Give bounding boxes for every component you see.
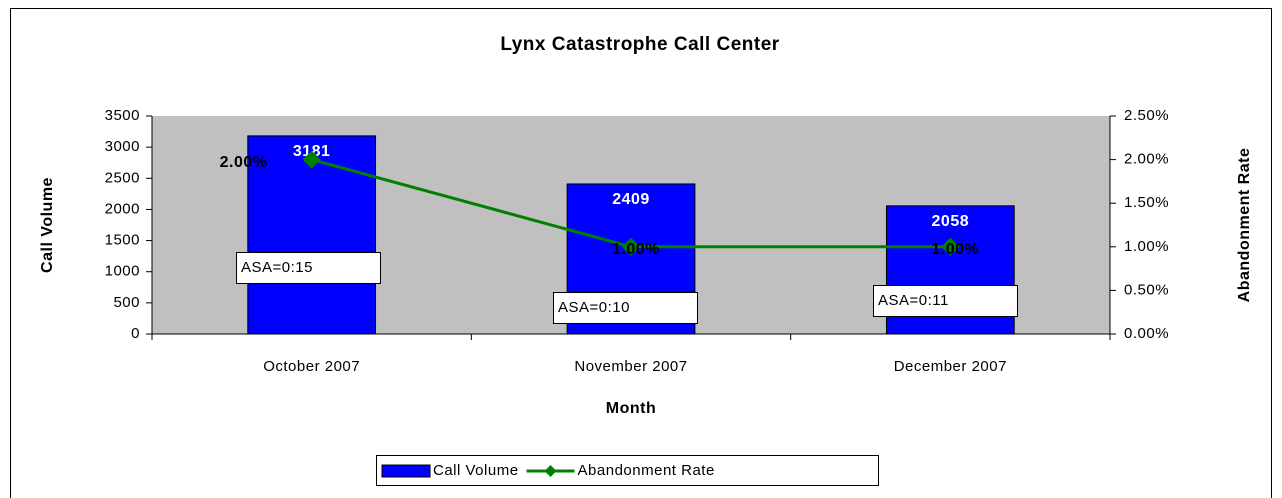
- y-tick-label: 2500: [105, 169, 140, 186]
- y2-tick-label: 0.50%: [1124, 281, 1169, 298]
- line-value-label: 1.00%: [612, 241, 660, 258]
- legend-label: Call Volume: [433, 462, 519, 479]
- x-tick-label: December 2007: [894, 358, 1007, 375]
- y-tick-label: 3000: [105, 138, 140, 155]
- annotation: ASA=0:11: [878, 292, 949, 309]
- y2-tick-label: 2.50%: [1124, 107, 1169, 124]
- line-marker: [622, 237, 640, 256]
- line-value-label: 2.00%: [220, 154, 268, 171]
- line-marker: [302, 150, 321, 169]
- y-tick-label: 500: [113, 294, 140, 311]
- legend-label: Abandonment Rate: [578, 462, 715, 479]
- line-value-label: 1.00%: [931, 241, 979, 258]
- y2-tick-label: 0.00%: [1124, 325, 1169, 342]
- bar: [247, 135, 377, 335]
- annotation: ASA=0:10: [558, 299, 630, 316]
- legend-box: [376, 455, 879, 486]
- bar-value-label: 2409: [612, 191, 650, 208]
- y-tick-label: 0: [131, 325, 140, 342]
- y-tick-label: 2000: [105, 200, 140, 217]
- line-marker: [941, 237, 960, 256]
- y-axis-label: Call Volume: [39, 177, 56, 273]
- chart-title: Lynx Catastrophe Call Center: [500, 34, 779, 55]
- annotation: ASA=0:15: [241, 259, 313, 276]
- y-tick-label: 1000: [105, 263, 140, 280]
- annotation-box: [236, 252, 381, 284]
- x-tick-label: October 2007: [263, 358, 360, 375]
- y-tick-label: 1500: [105, 232, 140, 249]
- y2-tick-label: 1.50%: [1124, 194, 1169, 211]
- y2-tick-label: 1.00%: [1124, 238, 1169, 255]
- y2-axis-label: Abandonment Rate: [1236, 148, 1253, 303]
- x-axis-label: Month: [606, 400, 656, 417]
- y-tick-label: 3500: [105, 107, 140, 124]
- x-tick-label: November 2007: [574, 358, 687, 375]
- annotation-box: [553, 292, 698, 324]
- legend-swatch: [381, 464, 431, 478]
- annotation-box: [873, 285, 1018, 317]
- y2-tick-label: 2.00%: [1124, 151, 1169, 168]
- legend-marker: [544, 465, 557, 477]
- bar-value-label: 2058: [932, 213, 970, 230]
